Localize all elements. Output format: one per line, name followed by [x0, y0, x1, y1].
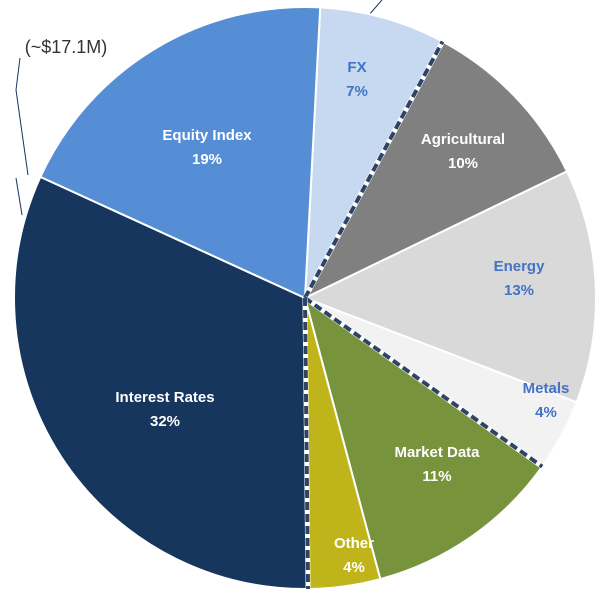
separators	[302, 40, 544, 589]
slice-value: 11%	[422, 468, 451, 485]
slice-label: Other	[334, 535, 374, 552]
slice-value: 4%	[343, 559, 365, 576]
slice-label: Equity Index	[162, 127, 252, 144]
slice-label: FX	[347, 59, 366, 76]
slice-value: 19%	[192, 151, 222, 168]
slice-value: 32%	[150, 413, 180, 430]
pie	[13, 6, 597, 589]
separator	[303, 297, 311, 589]
slice	[303, 295, 544, 581]
slice	[302, 40, 569, 301]
slice-label: Market Data	[394, 444, 480, 461]
callout-line	[15, 177, 23, 216]
callout-line	[15, 57, 29, 176]
labels: FX 7% Agricultural 10% Energy 13% Metals 4% Mark…	[115, 59, 569, 576]
slice-label: Agricultural	[421, 131, 505, 148]
slice-label: Interest Rates	[115, 389, 214, 406]
separator	[303, 40, 445, 299]
slice	[13, 175, 310, 589]
separator	[303, 296, 544, 469]
slice-value: 13%	[504, 282, 534, 299]
slice-value: 7%	[346, 83, 368, 100]
slice	[304, 6, 444, 299]
slice	[302, 170, 597, 404]
slice-value: 4%	[535, 404, 557, 421]
slice-label: Energy	[494, 258, 546, 275]
slice-value: 10%	[448, 155, 478, 172]
slice-label: Metals	[523, 380, 570, 397]
annotation: (~$17.1M)	[25, 37, 108, 57]
slice	[39, 6, 322, 300]
